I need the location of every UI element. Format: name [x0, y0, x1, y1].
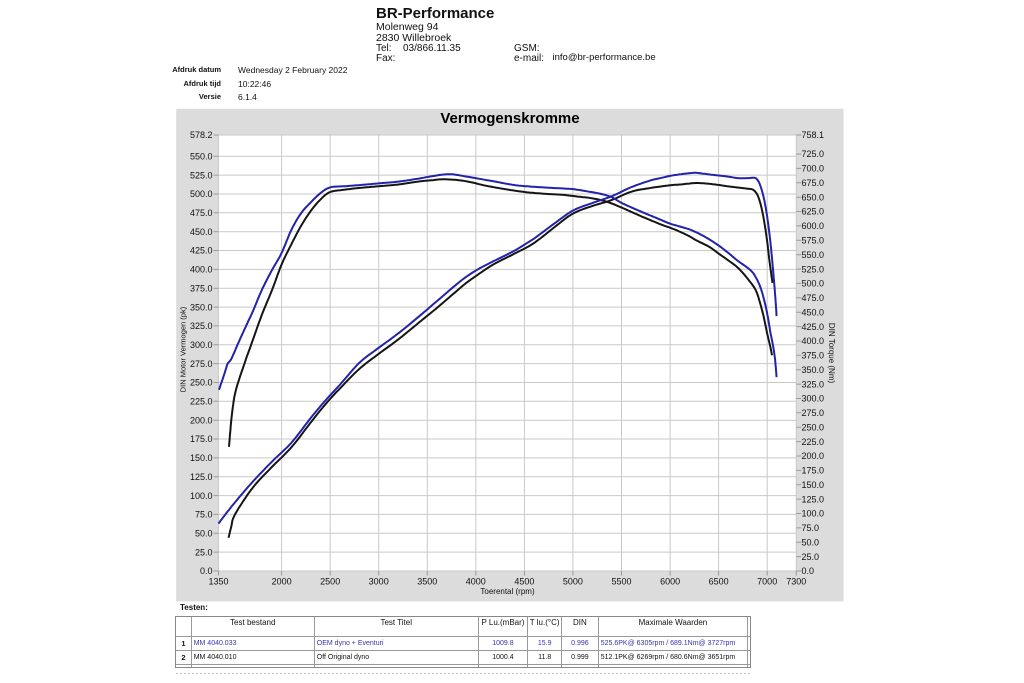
svg-text:175.0: 175.0 [190, 434, 213, 444]
svg-text:300.0: 300.0 [802, 394, 825, 404]
svg-text:50.0: 50.0 [802, 537, 820, 547]
svg-text:375.0: 375.0 [190, 283, 213, 293]
svg-text:0.0: 0.0 [200, 566, 213, 576]
svg-text:575.0: 575.0 [802, 236, 825, 246]
svg-text:3500: 3500 [417, 577, 437, 587]
svg-text:450.0: 450.0 [190, 227, 213, 237]
svg-text:225.0: 225.0 [190, 397, 213, 407]
svg-text:200.0: 200.0 [802, 451, 825, 461]
svg-text:400.0: 400.0 [190, 265, 213, 275]
svg-text:5500: 5500 [611, 577, 631, 587]
svg-text:100.0: 100.0 [802, 509, 825, 519]
svg-text:625.0: 625.0 [802, 207, 825, 217]
svg-text:725.0: 725.0 [802, 149, 825, 159]
svg-text:125.0: 125.0 [802, 494, 825, 504]
svg-text:6500: 6500 [709, 577, 729, 587]
svg-text:125.0: 125.0 [190, 472, 213, 482]
svg-text:700.0: 700.0 [802, 164, 825, 174]
svg-text:325.0: 325.0 [802, 379, 825, 389]
svg-text:75.0: 75.0 [802, 523, 820, 533]
svg-text:500.0: 500.0 [802, 279, 825, 289]
svg-text:Vermogenskromme: Vermogenskromme [440, 110, 579, 127]
svg-text:350.0: 350.0 [802, 365, 825, 375]
svg-text:25.0: 25.0 [802, 552, 820, 562]
svg-text:6000: 6000 [660, 577, 680, 587]
svg-text:525.0: 525.0 [190, 170, 213, 180]
svg-text:275.0: 275.0 [802, 408, 825, 418]
svg-text:550.0: 550.0 [190, 152, 213, 162]
svg-text:200.0: 200.0 [190, 415, 213, 425]
svg-text:225.0: 225.0 [802, 437, 825, 447]
svg-text:300.0: 300.0 [190, 340, 213, 350]
svg-text:425.0: 425.0 [802, 322, 825, 332]
svg-text:675.0: 675.0 [802, 178, 825, 188]
svg-text:475.0: 475.0 [802, 293, 825, 303]
svg-text:400.0: 400.0 [802, 336, 825, 346]
svg-text:25.0: 25.0 [195, 547, 213, 557]
svg-text:4500: 4500 [514, 577, 534, 587]
svg-text:525.0: 525.0 [802, 264, 825, 274]
svg-text:550.0: 550.0 [802, 250, 825, 260]
svg-text:75.0: 75.0 [195, 510, 213, 520]
svg-text:175.0: 175.0 [802, 466, 825, 476]
svg-text:425.0: 425.0 [190, 246, 213, 256]
svg-text:450.0: 450.0 [802, 307, 825, 317]
svg-text:DIN Torque (Nm): DIN Torque (Nm) [827, 323, 836, 384]
svg-text:650.0: 650.0 [802, 192, 825, 202]
svg-text:600.0: 600.0 [802, 221, 825, 231]
svg-text:578.2: 578.2 [190, 130, 213, 140]
svg-text:3000: 3000 [369, 577, 389, 587]
svg-text:475.0: 475.0 [190, 208, 213, 218]
svg-text:150.0: 150.0 [190, 453, 213, 463]
svg-text:DIN Motor Vermogen (pk): DIN Motor Vermogen (pk) [179, 306, 188, 392]
svg-text:350.0: 350.0 [190, 302, 213, 312]
svg-text:375.0: 375.0 [802, 351, 825, 361]
svg-text:2000: 2000 [272, 577, 292, 587]
svg-text:150.0: 150.0 [802, 480, 825, 490]
svg-text:5000: 5000 [563, 577, 583, 587]
svg-text:2500: 2500 [320, 577, 340, 587]
svg-text:0.0: 0.0 [802, 566, 815, 576]
svg-text:758.1: 758.1 [802, 130, 825, 140]
svg-text:1350: 1350 [208, 577, 228, 587]
svg-text:50.0: 50.0 [195, 529, 213, 539]
svg-text:500.0: 500.0 [190, 189, 213, 199]
svg-text:7300: 7300 [786, 577, 806, 587]
svg-text:250.0: 250.0 [802, 422, 825, 432]
svg-text:250.0: 250.0 [190, 378, 213, 388]
svg-text:275.0: 275.0 [190, 359, 213, 369]
svg-text:7000: 7000 [757, 577, 777, 587]
svg-text:4000: 4000 [466, 577, 486, 587]
svg-text:100.0: 100.0 [190, 491, 213, 501]
svg-text:325.0: 325.0 [190, 321, 213, 331]
svg-text:Toerental (rpm): Toerental (rpm) [480, 587, 535, 596]
